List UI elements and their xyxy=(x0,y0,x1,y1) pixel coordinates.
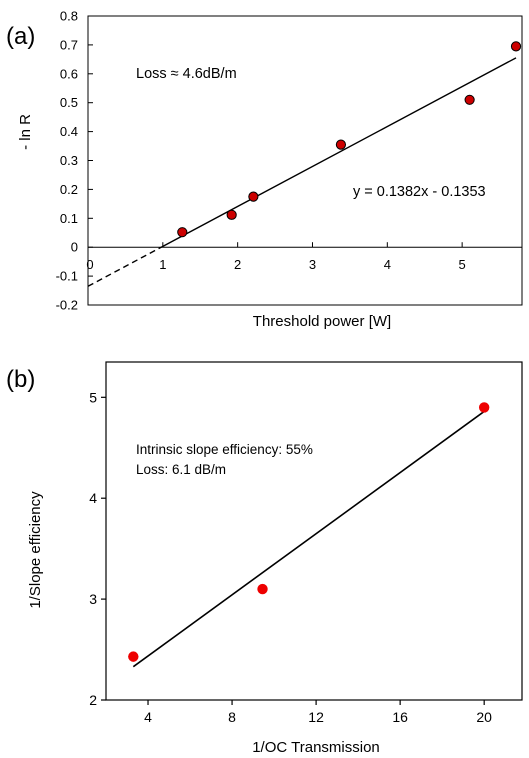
x-tick-label: 1 xyxy=(159,257,166,272)
x-tick-label: 8 xyxy=(228,709,236,725)
x-tick-label: 0 xyxy=(86,257,93,272)
y-tick-label: 0.6 xyxy=(60,66,78,81)
panel-a-points xyxy=(177,41,522,238)
data-point xyxy=(335,139,347,150)
panel-b-chart: (b) 2 3 4 5 4 8 12 16 20 Intrinsic slope effici… xyxy=(6,361,523,756)
panel-a-y-ticks: -0.2 -0.1 0 0.1 0.2 0.3 0.4 0.5 0.6 0.7 0.8 xyxy=(56,9,93,313)
panel-b-x-ticks: 4 8 12 16 20 xyxy=(144,700,492,725)
y-tick-label: 5 xyxy=(89,389,97,405)
panel-a-fit-equation: y = 0.1382x - 0.1353 xyxy=(353,184,486,200)
data-point xyxy=(464,94,475,105)
x-tick-label: 20 xyxy=(476,709,492,725)
panel-b-points xyxy=(128,402,490,662)
y-tick-label: 0.1 xyxy=(60,211,78,226)
panel-a-x-axis-label: Threshold power [W] xyxy=(253,313,391,330)
y-tick-label: 0.4 xyxy=(60,124,78,139)
y-tick-label: -0.2 xyxy=(56,298,78,313)
panel-b-slope-annotation: Intrinsic slope efficiency: 55% xyxy=(136,442,313,457)
y-tick-label: 0.3 xyxy=(60,153,78,168)
x-tick-label: 3 xyxy=(309,257,316,272)
panel-a-label: (a) xyxy=(6,23,35,50)
data-point xyxy=(510,41,522,52)
panel-b-y-ticks: 2 3 4 5 xyxy=(89,389,106,708)
x-tick-label: 4 xyxy=(144,709,152,725)
y-tick-label: 4 xyxy=(89,490,97,506)
data-point xyxy=(177,227,188,238)
y-tick-label: 0.8 xyxy=(60,9,78,24)
panel-a-y-axis-label: - ln R xyxy=(17,114,34,150)
data-point xyxy=(257,583,268,595)
x-tick-label: 12 xyxy=(308,709,324,725)
panel-b-y-axis-label: 1/Slope efficiency xyxy=(27,491,44,609)
y-tick-label: 2 xyxy=(89,692,97,708)
panel-a-fit-line xyxy=(162,57,517,247)
panel-a-chart: (a) -0.2 -0.1 0 0.1 0.2 0.3 0.4 0.5 0.6 0.7 0.8 0 1… xyxy=(6,9,523,330)
y-tick-label: 0.2 xyxy=(60,182,78,197)
panel-a-loss-annotation: Loss ≈ 4.6dB/m xyxy=(136,66,237,82)
y-tick-label: -0.1 xyxy=(56,269,78,284)
panel-b-label: (b) xyxy=(6,366,35,393)
y-tick-label: 0.7 xyxy=(60,37,78,52)
y-tick-label: 0.5 xyxy=(60,95,78,110)
x-tick-label: 2 xyxy=(234,257,241,272)
panel-b-loss-annotation: Loss: 6.1 dB/m xyxy=(136,462,226,477)
data-point xyxy=(248,191,259,202)
y-tick-label: 0 xyxy=(71,240,78,255)
x-tick-label: 16 xyxy=(392,709,408,725)
data-point xyxy=(478,402,490,413)
data-point xyxy=(226,209,237,220)
panel-a-fit-extrapolation xyxy=(87,245,164,287)
panel-b-x-axis-label: 1/OC Transmission xyxy=(252,739,380,756)
panel-b-plot-frame xyxy=(105,361,523,701)
y-tick-label: 3 xyxy=(89,591,97,607)
x-tick-label: 4 xyxy=(384,257,391,272)
panel-b-fit-line xyxy=(132,410,485,668)
x-tick-label: 5 xyxy=(459,257,466,272)
panel-a-x-ticks: 0 1 2 3 4 5 xyxy=(86,242,522,272)
panel-a-plot-frame xyxy=(87,15,523,306)
data-point xyxy=(128,651,139,662)
